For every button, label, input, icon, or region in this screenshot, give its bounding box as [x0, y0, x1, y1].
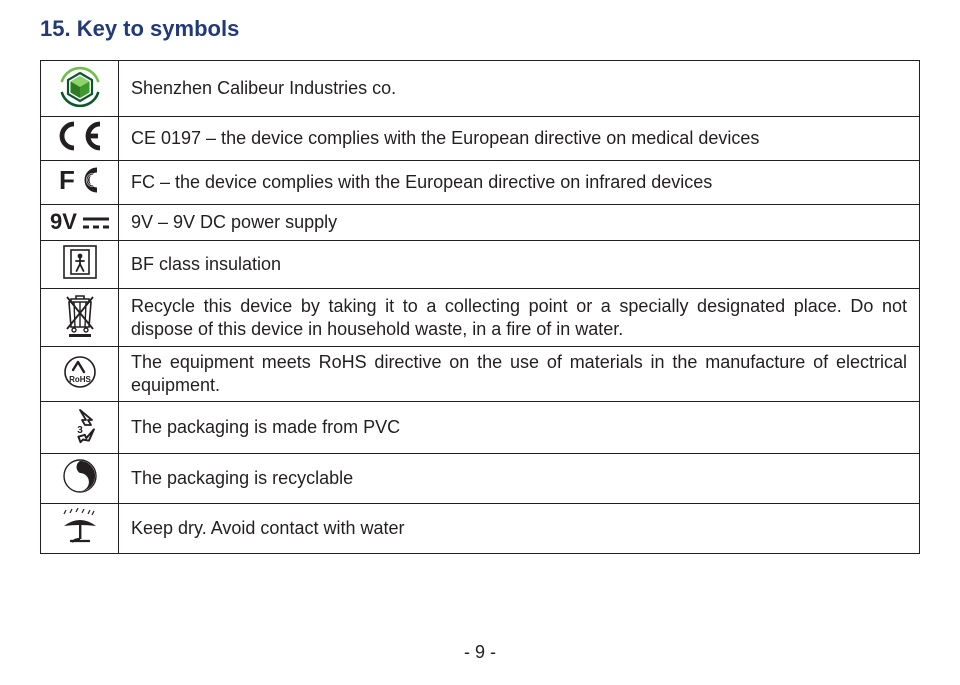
symbol-row: The packaging is recyclable [41, 454, 920, 504]
symbol-row: BF class insulation [41, 241, 920, 289]
symbol-description-cell: Shenzhen Calibeur Industries co. [119, 61, 920, 117]
page-number: - 9 - [0, 642, 960, 663]
symbol-row: CE 0197 – the device complies with the E… [41, 117, 920, 161]
symbol-row: Shenzhen Calibeur Industries co. [41, 61, 920, 117]
symbol-row: Keep dry. Avoid contact with water [41, 504, 920, 554]
symbol-icon-cell [41, 117, 119, 161]
symbol-icon-cell [41, 454, 119, 504]
rohs-icon: RoHS [62, 354, 98, 390]
symbol-description-cell: Keep dry. Avoid contact with water [119, 504, 920, 554]
symbol-description: The packaging is recyclable [131, 467, 907, 490]
symbols-table: Shenzhen Calibeur Industries co. CE 0197… [40, 60, 920, 554]
recycle-pvc-icon: 3 [60, 406, 100, 444]
symbol-description-cell: FC – the device complies with the Europe… [119, 161, 920, 205]
symbol-description-cell: The packaging is recyclable [119, 454, 920, 504]
symbol-description-cell: BF class insulation [119, 241, 920, 289]
symbol-description: Shenzhen Calibeur Industries co. [131, 77, 907, 100]
symbol-description: The equipment meets RoHS directive on th… [131, 351, 907, 397]
symbol-description-cell: Recycle this device by taking it to a co… [119, 289, 920, 347]
symbol-description: Keep dry. Avoid contact with water [131, 517, 907, 540]
symbol-icon-cell: 9V [41, 205, 119, 241]
9v-dc-icon: 9V [50, 209, 109, 234]
symbol-description: 9V – 9V DC power supply [131, 211, 907, 234]
svg-text:RoHS: RoHS [69, 375, 91, 384]
section-heading: 15. Key to symbols [40, 16, 920, 42]
symbol-icon-cell [41, 504, 119, 554]
symbol-icon-cell: F [41, 161, 119, 205]
symbol-row: 3 The packaging is made from PVC [41, 402, 920, 454]
symbol-description-cell: CE 0197 – the device complies with the E… [119, 117, 920, 161]
symbol-row: F FC – the device complies with the Euro… [41, 161, 920, 205]
symbol-row: RoHS The equipment meets RoHS directive … [41, 347, 920, 402]
symbol-description-cell: The packaging is made from PVC [119, 402, 920, 454]
symbol-description: CE 0197 – the device complies with the E… [131, 127, 907, 150]
symbol-icon-cell [41, 289, 119, 347]
logo-icon [59, 65, 101, 107]
ce-mark-icon [54, 121, 106, 151]
keep-dry-icon [60, 508, 100, 544]
symbol-description: FC – the device complies with the Europe… [131, 171, 907, 194]
svg-text:F: F [59, 165, 75, 195]
symbol-description: Recycle this device by taking it to a co… [131, 295, 907, 341]
green-dot-icon [62, 458, 98, 494]
symbol-row: Recycle this device by taking it to a co… [41, 289, 920, 347]
svg-text:3: 3 [77, 425, 83, 436]
symbol-description-cell: 9V – 9V DC power supply [119, 205, 920, 241]
symbol-description: The packaging is made from PVC [131, 416, 907, 439]
symbol-row: 9V 9V – 9V DC power supply [41, 205, 920, 241]
fcc-mark-icon: F [57, 165, 103, 195]
symbol-icon-cell: 3 [41, 402, 119, 454]
weee-bin-icon [63, 293, 97, 337]
symbol-icon-cell [41, 61, 119, 117]
symbol-icon-cell [41, 241, 119, 289]
symbol-description-cell: The equipment meets RoHS directive on th… [119, 347, 920, 402]
symbol-icon-cell: RoHS [41, 347, 119, 402]
bf-type-icon [63, 245, 97, 279]
symbol-description: BF class insulation [131, 253, 907, 276]
